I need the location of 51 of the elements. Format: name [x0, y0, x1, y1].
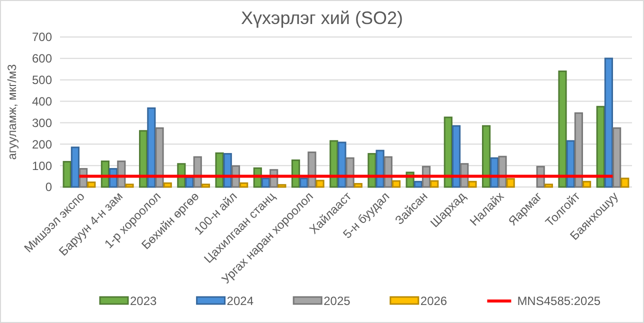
legend-label: 2025: [324, 294, 351, 308]
y-tick-label: 400: [32, 94, 52, 108]
bar: [278, 184, 286, 188]
bar: [70, 146, 80, 188]
bar: [240, 182, 248, 188]
y-tick-label: 200: [32, 137, 52, 152]
bar: [444, 116, 452, 188]
bar: [612, 127, 622, 188]
bar: [368, 153, 376, 188]
bar: [558, 70, 567, 188]
bar: [482, 125, 491, 188]
bar: [300, 178, 308, 188]
bar: [354, 183, 362, 188]
bar: [316, 180, 324, 188]
bar: [338, 142, 346, 188]
bar: [201, 184, 210, 188]
bar: [308, 152, 316, 188]
bar: [544, 184, 553, 188]
bar: [185, 176, 194, 188]
legend-label: 2023: [130, 294, 158, 308]
bar: [87, 182, 96, 188]
bar: [155, 127, 164, 188]
y-tick-label: 0: [45, 180, 52, 194]
bar: [596, 106, 605, 188]
bar: [498, 156, 507, 188]
y-tick-label: 500: [32, 73, 52, 88]
legend-label: 2026: [420, 294, 448, 308]
y-axis-title: агууламж, мкг/м3: [5, 64, 19, 160]
bar: [468, 180, 477, 188]
bar: [506, 178, 515, 188]
bar: [215, 152, 224, 188]
y-tick-label: 300: [32, 116, 52, 130]
bar: [620, 178, 630, 188]
bar: [574, 112, 583, 188]
y-tick-label: 700: [32, 30, 52, 44]
bar: [392, 180, 401, 188]
legend-label: MNS4585:2025: [517, 294, 601, 308]
y-tick-label: 600: [32, 52, 52, 66]
bar: [125, 184, 134, 188]
bar: [62, 160, 72, 188]
bar: [452, 125, 461, 188]
bar: [582, 180, 592, 188]
legend-label: 2024: [226, 294, 254, 308]
y-tick-label: 100: [32, 158, 52, 173]
bar: [261, 178, 270, 188]
bar: [604, 58, 614, 188]
bar: [430, 180, 439, 188]
chart-title: Хүхэрлэг хий (SO2): [241, 8, 403, 28]
bar: [414, 180, 422, 188]
bar: [163, 182, 172, 188]
bar: [147, 107, 156, 188]
